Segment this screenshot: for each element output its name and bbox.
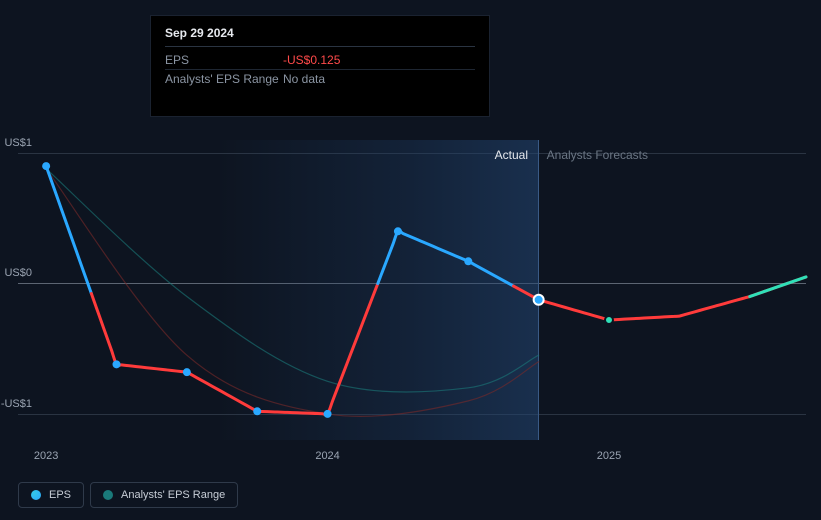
tooltip-row: EPS -US$0.125	[165, 51, 475, 69]
tooltip: Sep 29 2024 EPS -US$0.125 Analysts' EPS …	[150, 15, 490, 117]
legend-swatch-eps	[31, 490, 41, 500]
legend-swatch-range	[103, 490, 113, 500]
data-point[interactable]	[464, 257, 472, 265]
legend-label-eps: EPS	[49, 489, 71, 501]
data-point[interactable]	[183, 368, 191, 376]
data-point[interactable]	[324, 410, 332, 418]
data-point[interactable]	[113, 360, 121, 368]
data-point[interactable]	[253, 407, 261, 415]
x-axis-label: 2023	[34, 450, 58, 462]
legend-item-range[interactable]: Analysts' EPS Range	[90, 482, 238, 508]
x-axis-label: 2024	[315, 450, 339, 462]
tooltip-val-eps: -US$0.125	[283, 53, 340, 67]
data-point[interactable]	[605, 316, 613, 324]
tooltip-key-range: Analysts' EPS Range	[165, 72, 283, 86]
tooltip-date: Sep 29 2024	[165, 26, 475, 47]
legend: EPS Analysts' EPS Range	[18, 482, 238, 508]
x-axis-label: 2025	[597, 450, 621, 462]
tooltip-val-range: No data	[283, 72, 325, 86]
tooltip-key-eps: EPS	[165, 53, 283, 67]
legend-label-range: Analysts' EPS Range	[121, 489, 225, 501]
data-point[interactable]	[42, 162, 50, 170]
legend-item-eps[interactable]: EPS	[18, 482, 84, 508]
tooltip-row: Analysts' EPS Range No data	[165, 69, 475, 88]
chart-svg	[18, 140, 806, 440]
chart-area[interactable]: US$1US$0-US$1 202320242025 Actual Analys…	[18, 140, 806, 440]
data-point[interactable]	[534, 295, 544, 305]
data-point[interactable]	[394, 227, 402, 235]
